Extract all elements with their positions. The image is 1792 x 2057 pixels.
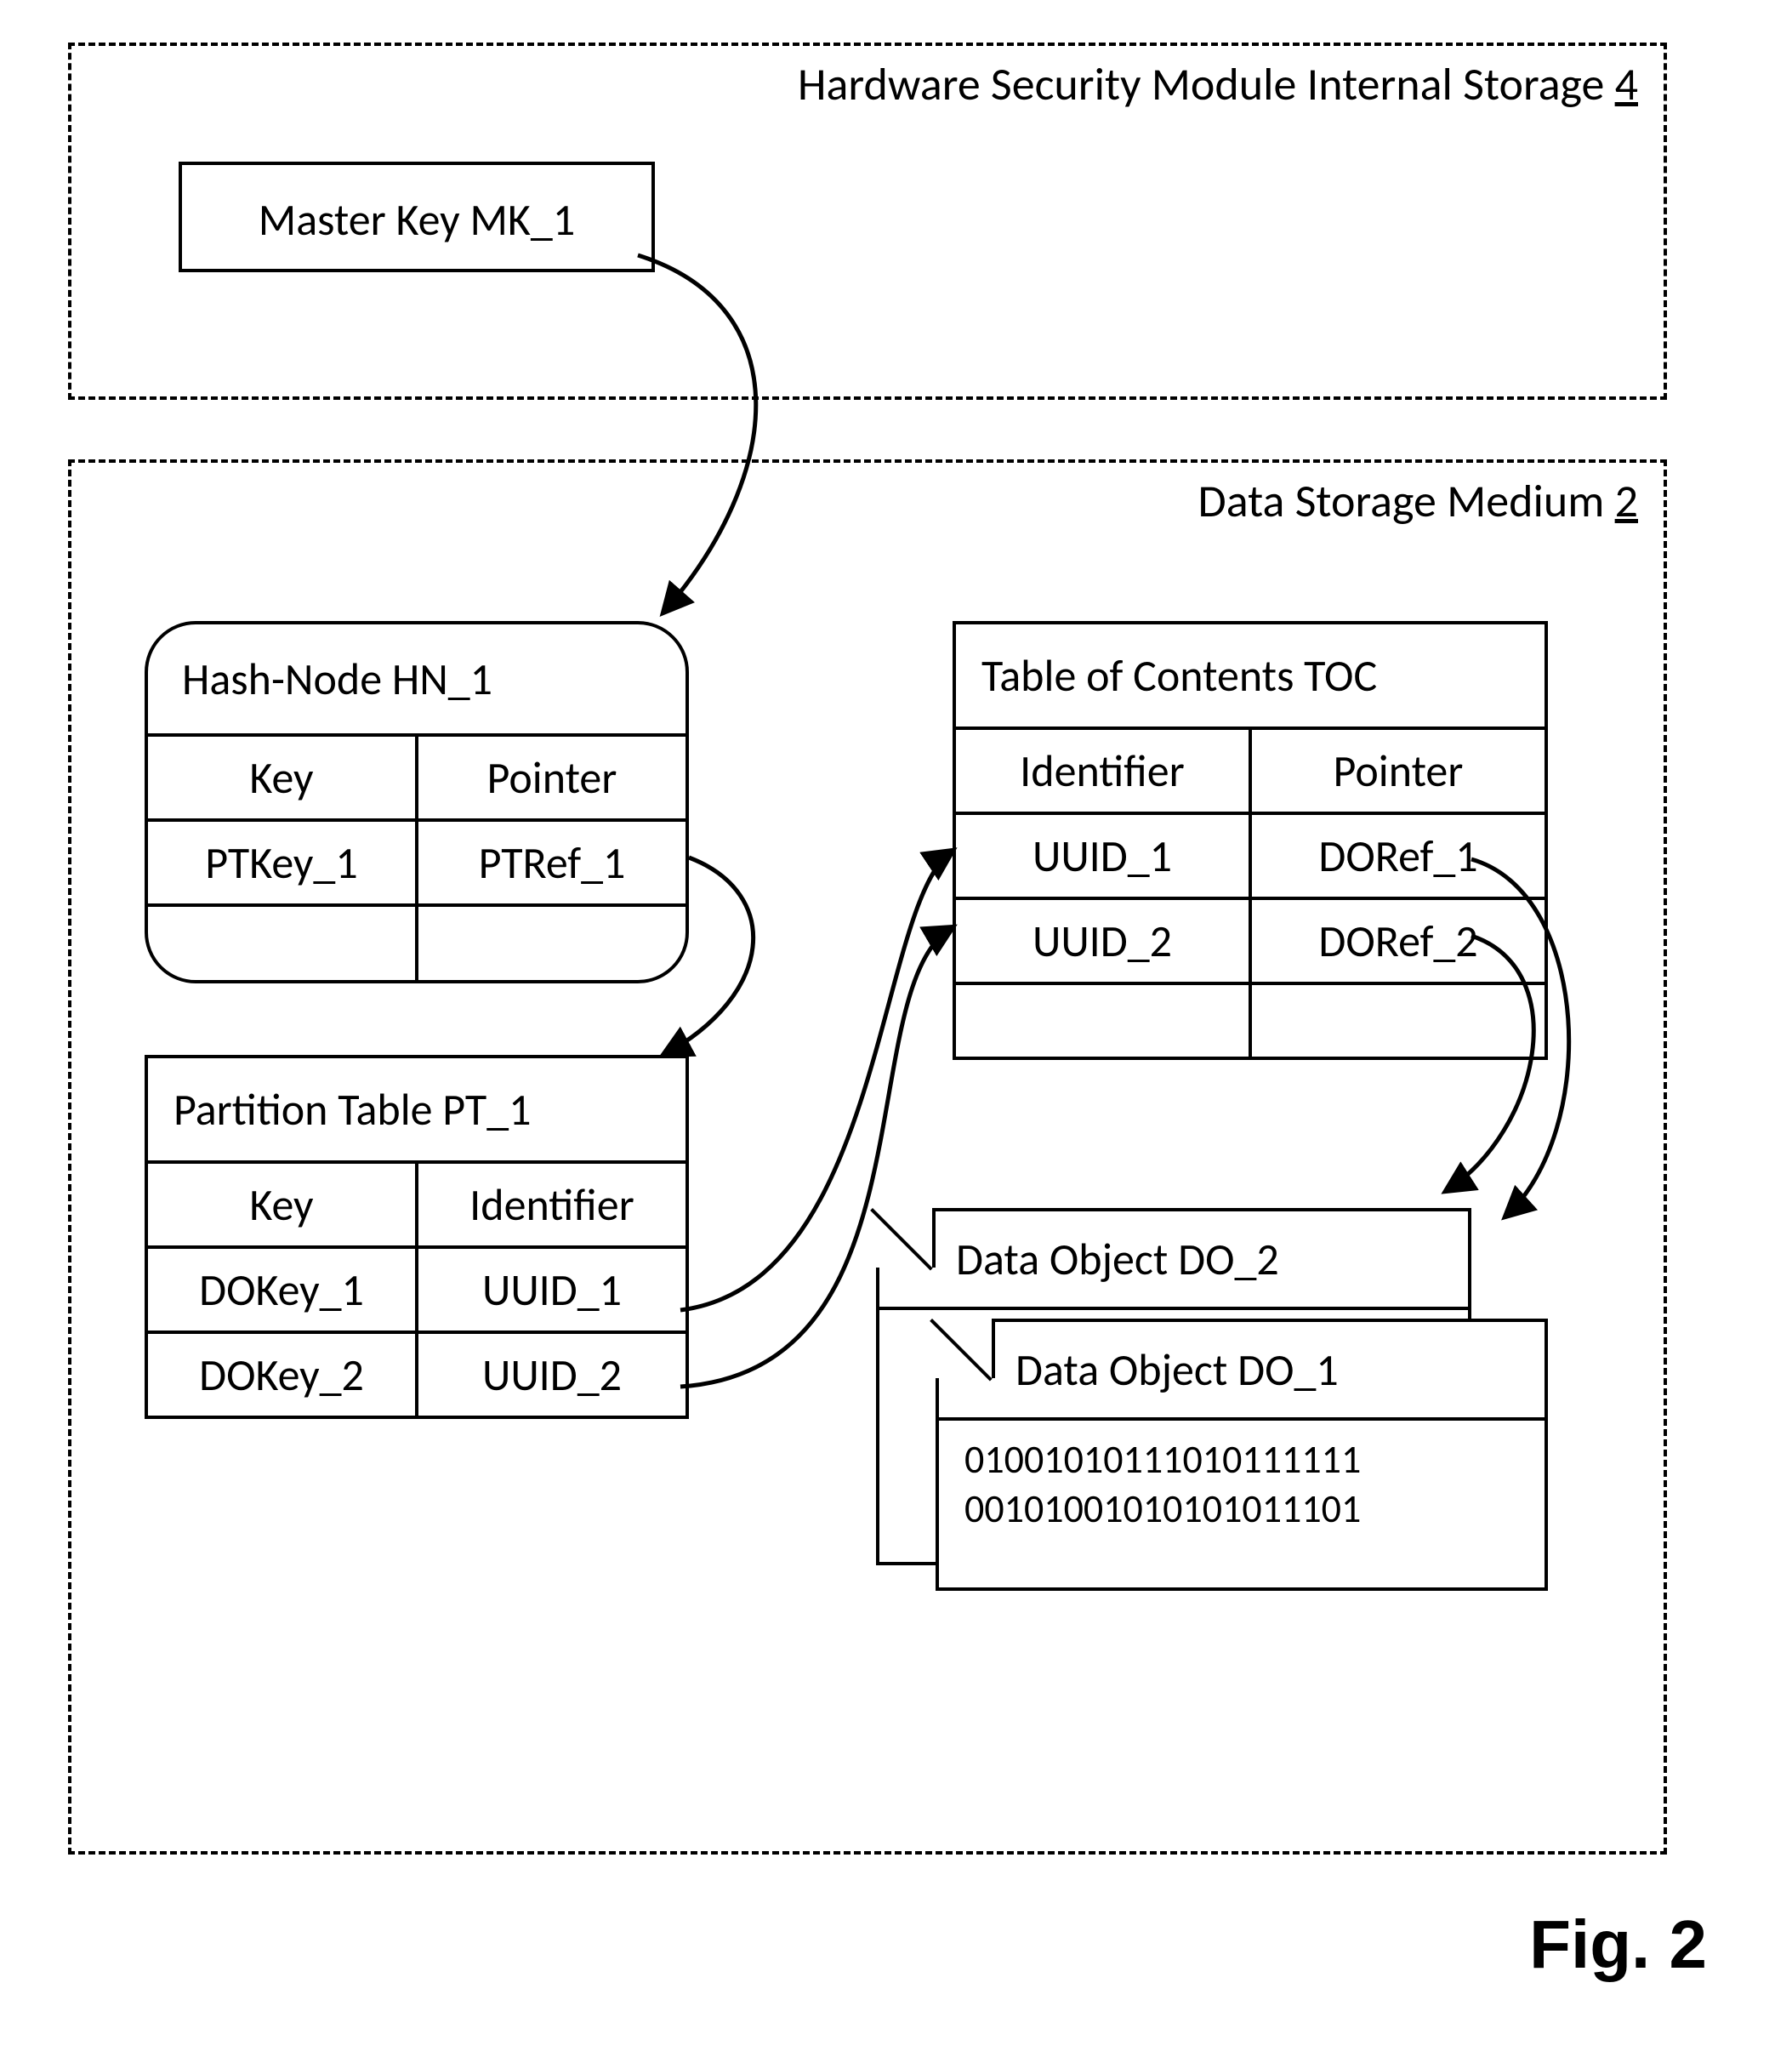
- hash-node-col-pointer: Pointer: [417, 735, 686, 820]
- hash-node-title: Hash-Node HN_1: [148, 624, 686, 733]
- toc-cell: DORef_2: [1250, 898, 1546, 983]
- toc-table: Table of Contents TOC Identifier Pointer…: [953, 621, 1548, 1060]
- figure-label: Fig. 2: [1529, 1906, 1707, 1984]
- data-object-1: Data Object DO_1 01001010111010111111 00…: [936, 1319, 1548, 1591]
- toc-col-pointer: Pointer: [1250, 728, 1546, 813]
- toc-cell: UUID_2: [954, 898, 1250, 983]
- hsm-title: Hardware Security Module Internal Storag…: [798, 56, 1638, 112]
- table-row: Identifier Pointer: [954, 728, 1546, 813]
- pt-col-identifier: Identifier: [417, 1162, 687, 1247]
- pt-table: Partition Table PT_1 Key Identifier DOKe…: [145, 1055, 689, 1419]
- pt-title: Partition Table PT_1: [145, 1055, 689, 1160]
- pt-cell: DOKey_1: [146, 1247, 417, 1332]
- dsm-title-num: 2: [1615, 473, 1638, 529]
- partition-table: Partition Table PT_1 Key Identifier DOKe…: [145, 1055, 689, 1419]
- toc-cell: UUID_1: [954, 813, 1250, 898]
- toc-title: Table of Contents TOC: [953, 621, 1548, 727]
- do1-title: Data Object DO_1: [939, 1322, 1545, 1421]
- do1-bits-2: 00101001010101011101: [964, 1485, 1519, 1535]
- pt-col-key: Key: [146, 1162, 417, 1247]
- table-row: Key Pointer: [148, 735, 686, 820]
- table-row: DOKey_1 UUID_1: [146, 1247, 687, 1332]
- dsm-title-text: Data Storage Medium: [1198, 473, 1605, 529]
- pt-cell: UUID_1: [417, 1247, 687, 1332]
- hash-node-col-key: Key: [148, 735, 417, 820]
- hsm-title-num: 4: [1615, 56, 1638, 112]
- do2-title: Data Object DO_2: [879, 1211, 1468, 1310]
- table-row: UUID_2 DORef_2: [954, 898, 1546, 983]
- table-row: PTKey_1 PTRef_1: [148, 820, 686, 905]
- toc-cell: [954, 983, 1250, 1058]
- table-row: UUID_1 DORef_1: [954, 813, 1546, 898]
- toc-cell: [1250, 983, 1546, 1058]
- hash-node-cell: [148, 905, 417, 980]
- do1-bits-1: 01001010111010111111: [964, 1436, 1519, 1485]
- toc-col-identifier: Identifier: [954, 728, 1250, 813]
- table-row: DOKey_2 UUID_2: [146, 1332, 687, 1417]
- pt-cell: DOKey_2: [146, 1332, 417, 1417]
- table-row: [148, 905, 686, 980]
- hsm-title-text: Hardware Security Module Internal Storag…: [798, 56, 1605, 112]
- dsm-title: Data Storage Medium 2: [1198, 473, 1638, 529]
- toc-cell: DORef_1: [1250, 813, 1546, 898]
- master-key-box: Master Key MK_1: [179, 162, 655, 272]
- do1-body: 01001010111010111111 0010100101010101110…: [939, 1421, 1545, 1549]
- table-row: [954, 983, 1546, 1058]
- hash-node-cell: [417, 905, 686, 980]
- toc: Table of Contents TOC Identifier Pointer…: [953, 621, 1548, 1060]
- table-row: Key Identifier: [146, 1162, 687, 1247]
- master-key-label: Master Key MK_1: [182, 192, 651, 247]
- hash-node-cell: PTKey_1: [148, 820, 417, 905]
- figure-canvas: Hardware Security Module Internal Storag…: [34, 34, 1758, 2023]
- hash-node-table: Key Pointer PTKey_1 PTRef_1: [148, 733, 686, 980]
- hash-node: Hash-Node HN_1 Key Pointer PTKey_1 PTRef…: [145, 621, 689, 983]
- hash-node-cell: PTRef_1: [417, 820, 686, 905]
- pt-cell: UUID_2: [417, 1332, 687, 1417]
